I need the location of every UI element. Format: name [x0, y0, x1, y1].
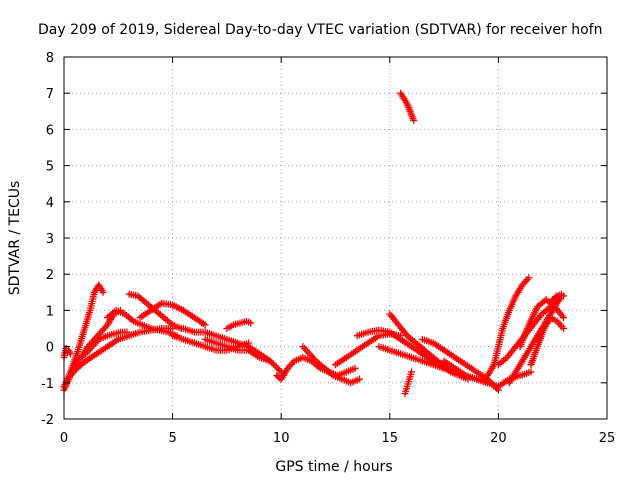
data-point-marker — [527, 368, 535, 376]
data-point-marker — [201, 321, 209, 329]
data-point-marker — [560, 314, 568, 322]
data-point-marker — [67, 350, 75, 358]
data-point-marker — [351, 364, 359, 372]
series-arc23 — [484, 274, 533, 380]
data-point-marker — [560, 292, 568, 300]
series-arc07 — [125, 290, 185, 332]
data-point-marker — [273, 363, 281, 371]
y-tick-label: 1 — [46, 304, 54, 319]
y-axis-label: SDTVAR / TECUs — [7, 181, 23, 296]
data-point-marker — [410, 116, 418, 124]
series-arc02 — [60, 281, 107, 390]
data-point-marker — [560, 325, 568, 332]
series-arc06 — [103, 306, 181, 340]
series-arc14 — [299, 343, 363, 387]
data-point-marker — [552, 293, 560, 301]
data-point-marker — [276, 366, 284, 374]
data-point-marker — [408, 368, 416, 376]
series-arc26 — [516, 296, 568, 351]
data-point-marker — [271, 362, 279, 370]
data-marks — [60, 89, 568, 398]
series-arc10 — [179, 325, 285, 376]
series-arc08 — [136, 299, 209, 329]
data-point-marker — [99, 288, 107, 296]
data-point-marker — [269, 360, 277, 368]
y-tick-label: -1 — [41, 377, 54, 392]
y-tick-label: 3 — [46, 232, 54, 247]
series-arc03 — [60, 344, 75, 361]
data-point-marker — [266, 357, 274, 365]
series-arc11 — [223, 317, 255, 332]
data-point-marker — [123, 328, 131, 336]
y-tick-label: -2 — [41, 413, 54, 428]
x-tick-label: 0 — [60, 431, 68, 446]
x-tick-label: 25 — [599, 431, 616, 446]
series-arc27 — [527, 314, 568, 369]
x-axis-label: GPS time / hours — [275, 459, 392, 475]
y-tick-label: 5 — [46, 160, 54, 175]
data-point-marker — [355, 375, 363, 383]
y-tick-label: 2 — [46, 268, 54, 283]
y-tick-label: 0 — [46, 341, 54, 356]
data-point-marker — [525, 274, 533, 282]
data-point-marker — [247, 319, 255, 327]
x-tick-label: 15 — [382, 431, 399, 446]
x-tick-label: 20 — [490, 431, 507, 446]
y-tick-label: 8 — [46, 51, 54, 66]
series-arc15 — [332, 330, 405, 369]
series-arc28 — [549, 290, 568, 304]
y-tick-label: 4 — [46, 196, 54, 211]
x-tick-label: 10 — [273, 431, 290, 446]
series-arc05 — [82, 328, 131, 358]
series-arc12 — [201, 335, 274, 365]
data-point-marker — [274, 365, 282, 373]
x-tick-label: 5 — [168, 431, 176, 446]
y-tick-label: 6 — [46, 123, 54, 138]
data-point-marker — [268, 359, 276, 367]
series-arc19 — [397, 89, 418, 124]
y-tick-label: 7 — [46, 87, 54, 102]
chart-title: Day 209 of 2019, Sidereal Day-to-day VTE… — [38, 22, 602, 38]
axis-ticks: 0 5 10 15 20 25 -2 -1 0 1 2 3 4 5 6 7 8 — [41, 51, 615, 446]
series-arc20 — [401, 368, 416, 398]
